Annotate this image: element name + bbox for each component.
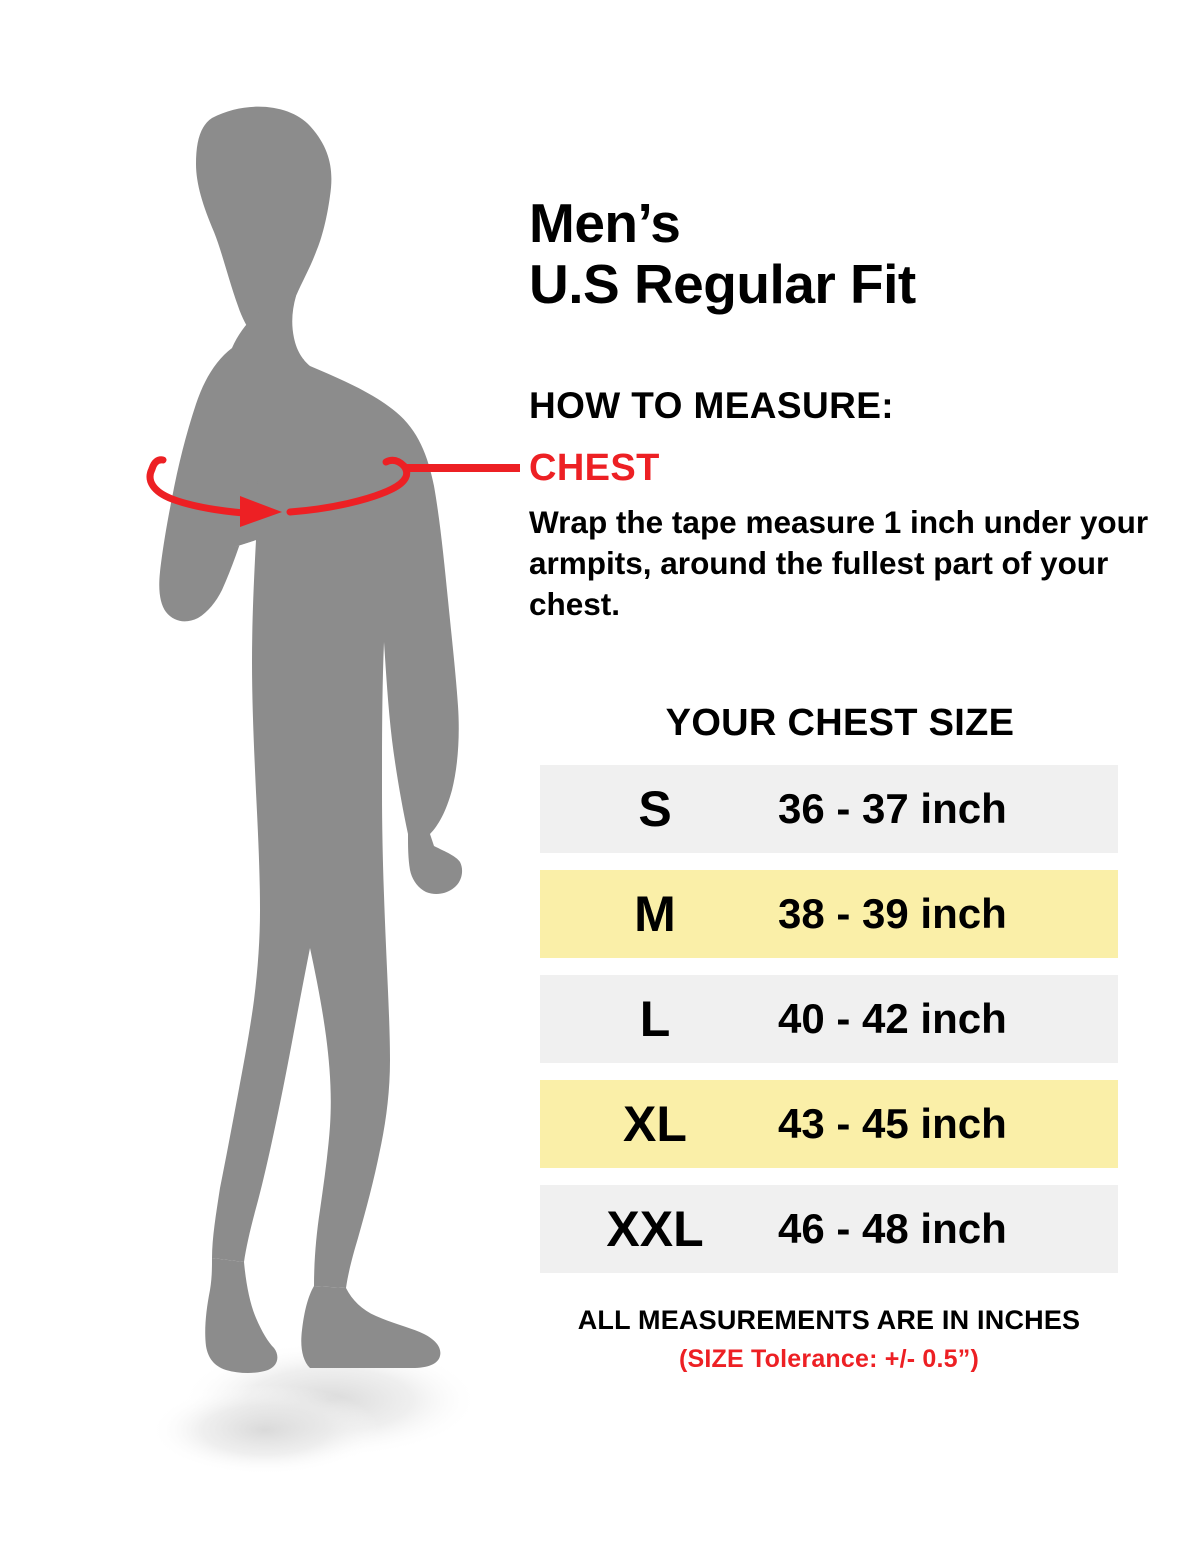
table-row: M 38 - 39 inch [540, 870, 1118, 958]
how-to-measure-heading: HOW TO MEASURE: [529, 385, 895, 426]
table-row: XL 43 - 45 inch [540, 1080, 1118, 1168]
tape-loop-right-tip [382, 456, 408, 470]
size-label: XXL [606, 1201, 704, 1257]
tape-loop-left-arc [146, 465, 266, 518]
table-row: L 40 - 42 inch [540, 975, 1118, 1063]
size-measurement: 36 - 37 inch [778, 785, 1007, 832]
size-label: XL [623, 1096, 687, 1152]
size-table-heading: YOUR CHEST SIZE [665, 702, 1015, 744]
tape-loop-right-arc [286, 462, 411, 516]
measurement-units-note: ALL MEASUREMENTS ARE IN INCHES [577, 1305, 1081, 1335]
size-label: L [639, 991, 671, 1047]
table-row: XXL 46 - 48 inch [540, 1185, 1118, 1273]
table-row: S 36 - 37 inch [540, 765, 1118, 853]
male-silhouette-figure [146, 106, 520, 1475]
size-label: M [634, 886, 676, 942]
page-title: Men’s U.S Regular Fit [529, 193, 1189, 314]
ground-shadow-secondary [150, 1385, 380, 1475]
how-to-measure-description: Wrap the tape measure 1 inch under your … [529, 504, 1149, 622]
size-table: S 36 - 37 inch M 38 - 39 inch L 40 - 42 … [540, 765, 1118, 1273]
size-measurement: 38 - 39 inch [778, 890, 1007, 937]
size-tolerance-note: (SIZE Tolerance: +/- 0.5”) [679, 1345, 979, 1373]
title-line-1: Men’s [529, 192, 681, 254]
tape-loop-left-tip [148, 456, 167, 473]
size-measurement: 43 - 45 inch [778, 1100, 1007, 1147]
tape-direction-arrowhead [240, 496, 282, 527]
content-panel: Men’s U.S Regular Fit HOW TO MEASURE: CH… [520, 0, 1200, 1553]
chest-measure-callout [146, 456, 520, 527]
title-line-2: U.S Regular Fit [529, 252, 916, 315]
silhouette-body [159, 106, 463, 1373]
size-measurement: 46 - 48 inch [778, 1205, 1007, 1252]
size-measurement: 40 - 42 inch [778, 995, 1007, 1042]
figure-panel [0, 0, 520, 1553]
chest-callout-label: CHEST [529, 447, 660, 489]
size-label: S [638, 781, 672, 837]
